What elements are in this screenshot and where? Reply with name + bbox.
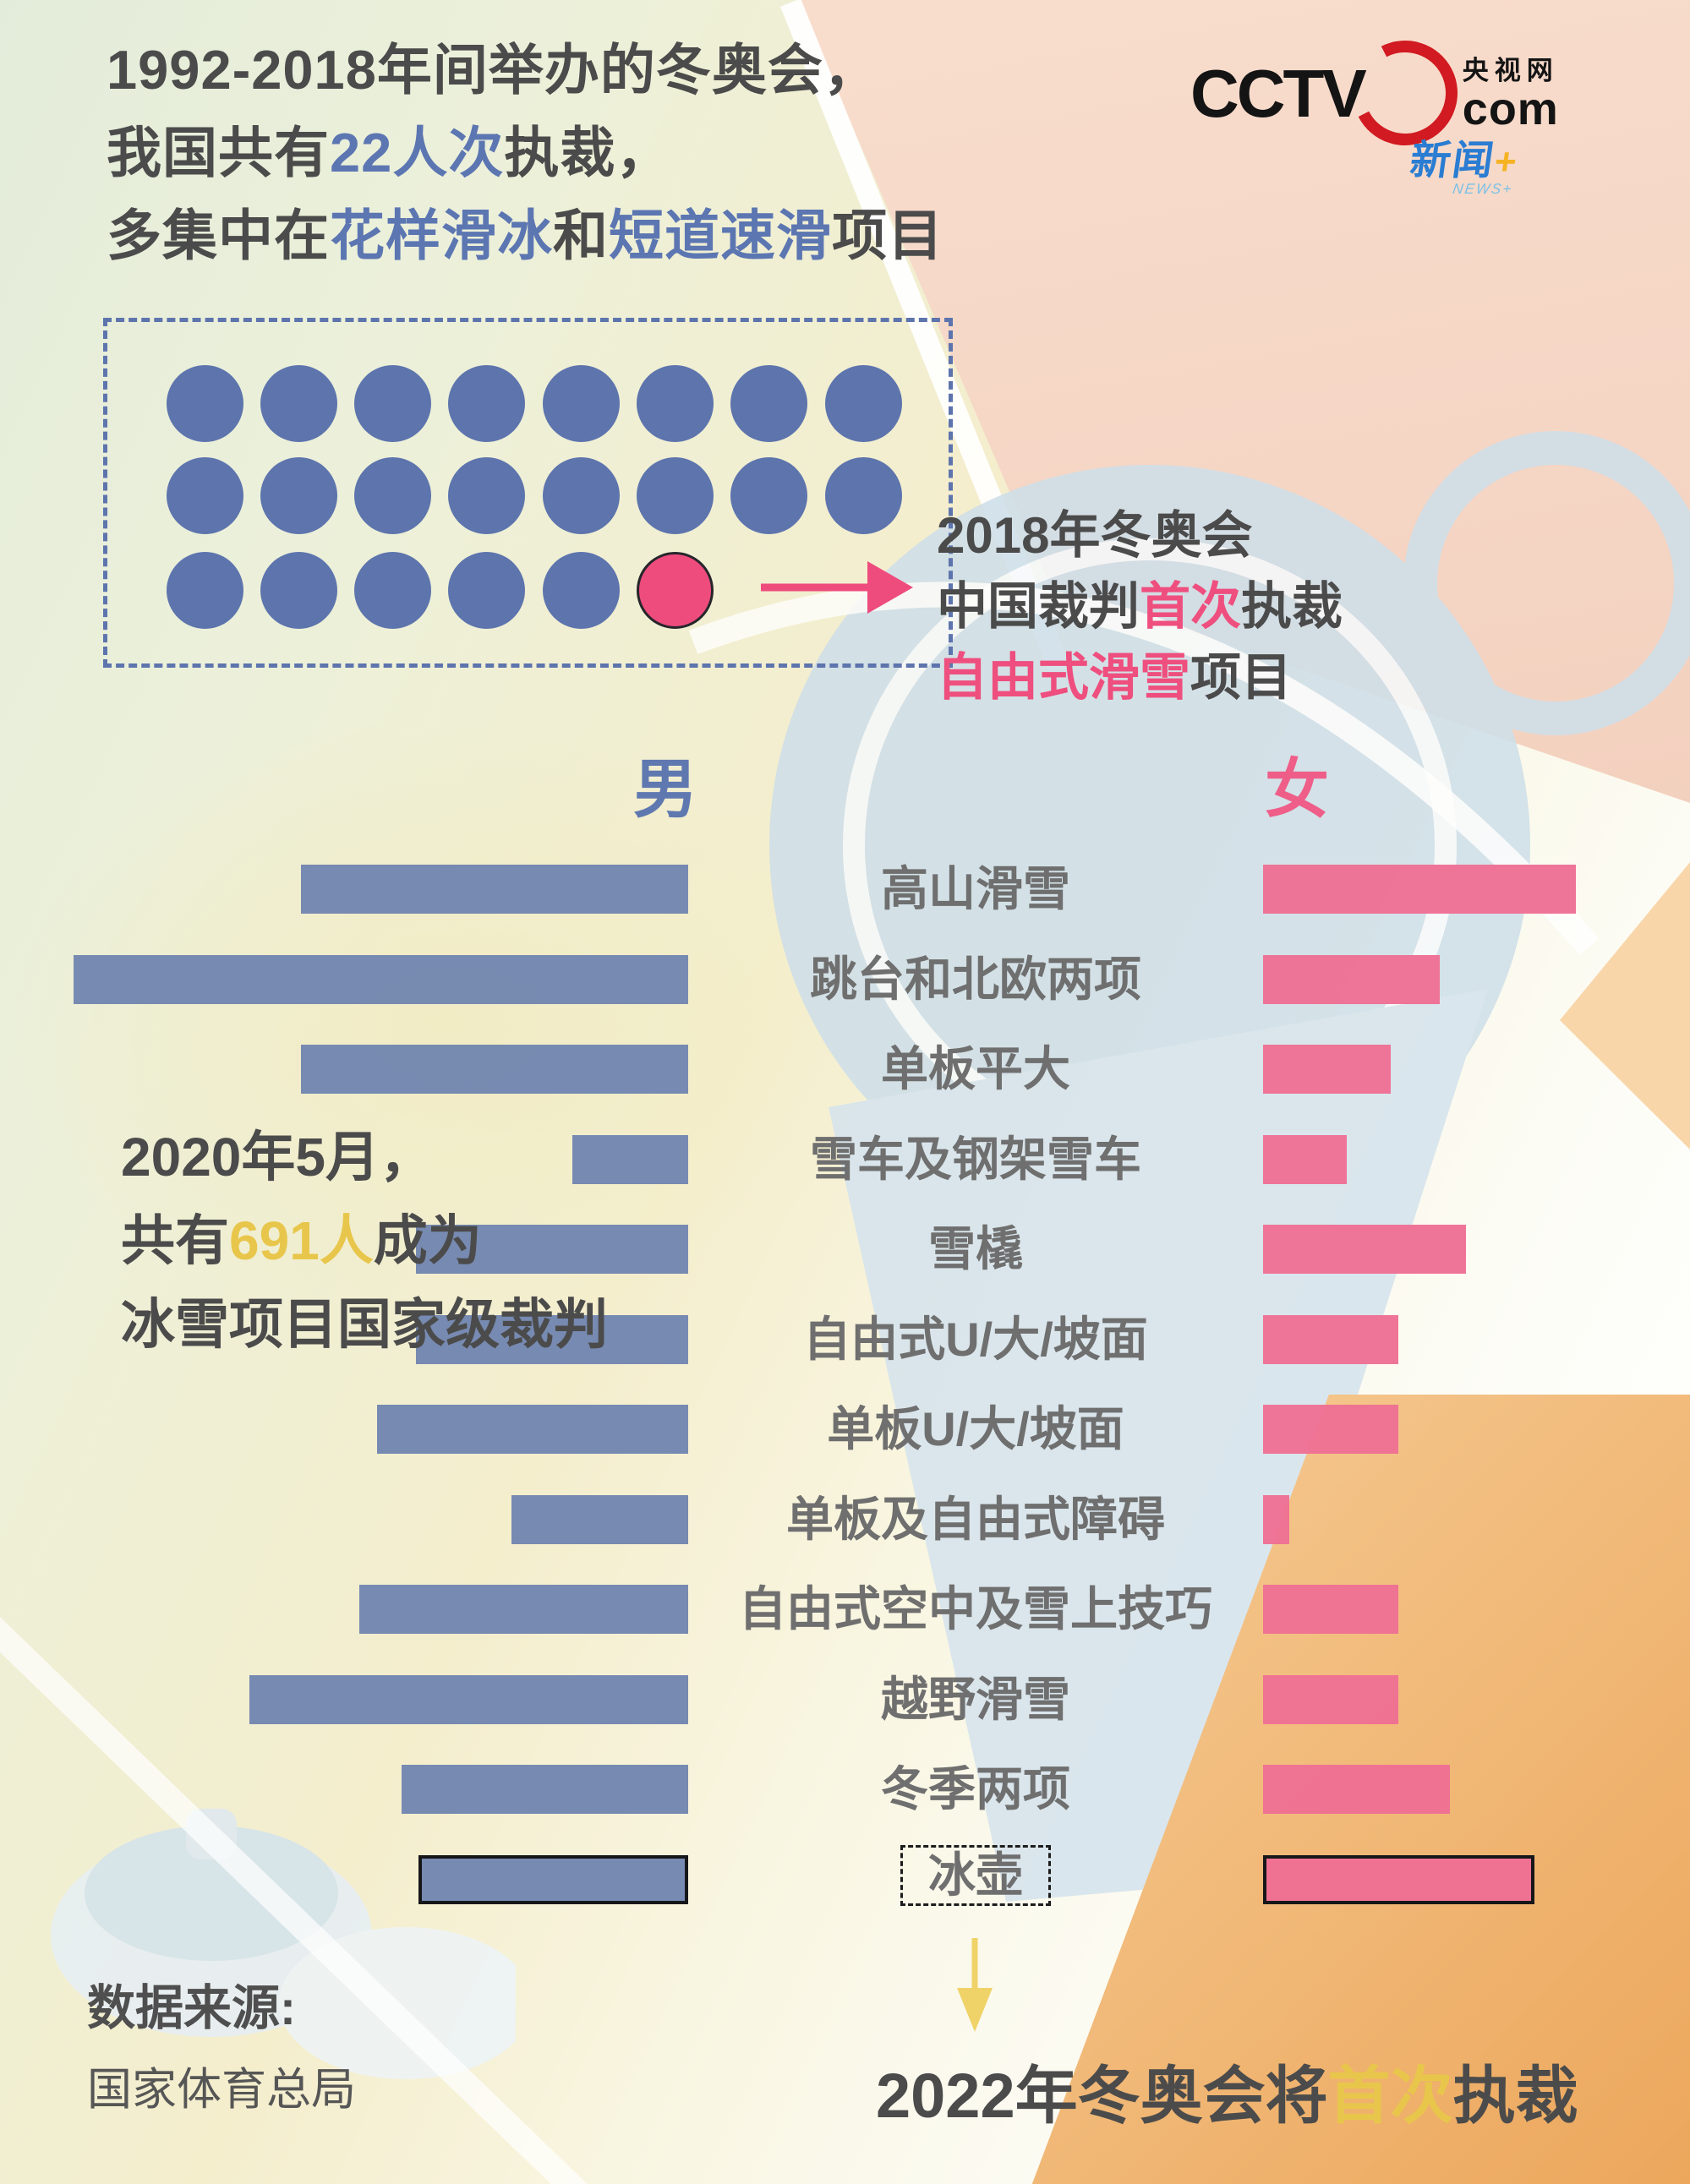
female-bar [1263, 1225, 1466, 1274]
headline: 1992-2018年间举办的冬奥会， 我国共有22人次执裁， 多集中在花样滑冰和短道… [107, 29, 943, 277]
pink-arrow-icon [761, 561, 913, 614]
judge-dot [448, 456, 526, 534]
female-bar [1263, 1765, 1450, 1814]
first-officiating-note: 2018年冬奥会中国裁判首次执裁 自由式滑雪项目 [937, 500, 1343, 713]
female-bar [1263, 1314, 1398, 1364]
female-bar [1263, 1674, 1398, 1724]
chart-row: 跳台和北欧两项 [0, 952, 1690, 1006]
female-column-header: 女 [1265, 754, 1329, 826]
female-bar [1263, 954, 1440, 1004]
text-line: 冰雪项目国家级裁判 [121, 1294, 608, 1355]
male-bar [249, 1674, 688, 1724]
female-bar [1263, 1494, 1289, 1544]
category-label: 高山滑雪 [881, 862, 1070, 915]
male-bar [301, 865, 688, 914]
judge-dot [637, 456, 714, 534]
text-line: 2020年5月， [121, 1127, 434, 1188]
judge-dot [354, 456, 432, 534]
female-bar [1263, 1585, 1398, 1634]
judge-dot [542, 551, 620, 629]
cctv-com-text: com [1462, 84, 1559, 134]
judge-dot [824, 364, 902, 442]
chart-row: 自由式空中及雪上技巧 [0, 1585, 1690, 1634]
female-bar [1263, 1045, 1391, 1094]
news-plus-badge-text: 新闻 [1407, 139, 1498, 183]
judge-dot [354, 364, 432, 442]
judge-dot [166, 551, 243, 629]
chart-row: 单板及自由式障碍 [0, 1492, 1690, 1546]
national-judges-note: 2020年5月， 共有691人成为冰雪项目国家级裁判 [121, 1116, 608, 1367]
text-line: 中国裁判首次执裁 [937, 578, 1343, 635]
female-bar [1263, 865, 1576, 914]
judge-dot [260, 456, 337, 534]
category-label: 单板平大 [881, 1042, 1070, 1095]
text-line: 多集中在花样滑冰和短道速滑项目 [107, 205, 944, 266]
text-line: 共有691人成为 [121, 1210, 482, 1271]
male-bar [359, 1585, 688, 1634]
female-bar [1263, 1854, 1534, 1904]
cctv-site-name: 央视网 [1462, 56, 1559, 85]
male-bar [74, 954, 688, 1004]
male-bar [301, 1045, 688, 1094]
category-label: 自由式空中及雪上技巧 [739, 1582, 1212, 1635]
judge-dot [542, 456, 620, 534]
judge-dot [260, 364, 337, 442]
category-label: 跳台和北欧两项 [810, 952, 1141, 1006]
chart-row: 单板平大 [0, 1045, 1690, 1094]
text-line: 2022年冬奥会将首次执裁 [876, 2061, 1578, 2131]
judge-dot [260, 551, 337, 629]
judge-dot [448, 364, 526, 442]
text-line: 我国共有22人次执裁， [107, 122, 672, 183]
curling-2022-note: 2022年冬奥会将首次执裁 [876, 2045, 1578, 2136]
data-source-label: 数据来源: [87, 1981, 296, 2035]
judge-dot [354, 551, 432, 629]
news-plus-badge: 新闻+ NEWS+ [1405, 127, 1522, 198]
male-bar [511, 1494, 688, 1544]
cctv-logo-text: CCTV [1190, 56, 1367, 131]
data-source-value: 国家体育总局 [87, 2065, 356, 2115]
category-label: 雪橇 [928, 1222, 1023, 1275]
judge-dot [730, 456, 808, 534]
chart-row: 越野滑雪 [0, 1672, 1690, 1726]
news-plus-badge-plus: + [1491, 141, 1520, 183]
male-bar [418, 1854, 688, 1904]
chart-row: 冰壶 [0, 1844, 1690, 1906]
judge-dot [730, 364, 808, 442]
category-label: 越野滑雪 [881, 1672, 1070, 1726]
chart-row: 高山滑雪 [0, 865, 1690, 914]
female-bar [1263, 1134, 1347, 1184]
judge-dot [637, 364, 714, 442]
category-label: 自由式U/大/坡面 [803, 1312, 1148, 1366]
text-line: 自由式滑雪项目 [937, 649, 1292, 706]
category-label: 单板U/大/坡面 [827, 1402, 1124, 1455]
chart-row: 单板U/大/坡面 [0, 1405, 1690, 1454]
judges-dot-matrix [103, 318, 953, 668]
male-bar [402, 1765, 688, 1814]
yellow-down-arrow-icon [957, 1938, 993, 2032]
text-line: 1992-2018年间举办的冬奥会， [107, 39, 879, 101]
female-bar [1263, 1405, 1398, 1454]
category-label: 冰壶 [688, 1844, 1263, 1906]
chart-row: 冬季两项 [0, 1765, 1690, 1814]
judge-dot [824, 456, 902, 534]
curling-dashed-box: 冰壶 [900, 1844, 1051, 1906]
judge-dot [542, 364, 620, 442]
highlighted-judge-dot [637, 551, 714, 629]
category-label: 单板及自由式障碍 [786, 1492, 1165, 1546]
male-bar [377, 1405, 688, 1454]
category-label: 雪车及钢架雪车 [810, 1132, 1141, 1186]
judge-dot [448, 551, 526, 629]
category-label: 冬季两项 [881, 1762, 1070, 1815]
judge-dot [166, 456, 243, 534]
judge-dot [166, 364, 243, 442]
news-plus-badge-subtext: NEWS+ [1452, 181, 1514, 197]
male-column-header: 男 [633, 754, 697, 826]
text-line: 2018年冬奥会 [937, 507, 1253, 564]
